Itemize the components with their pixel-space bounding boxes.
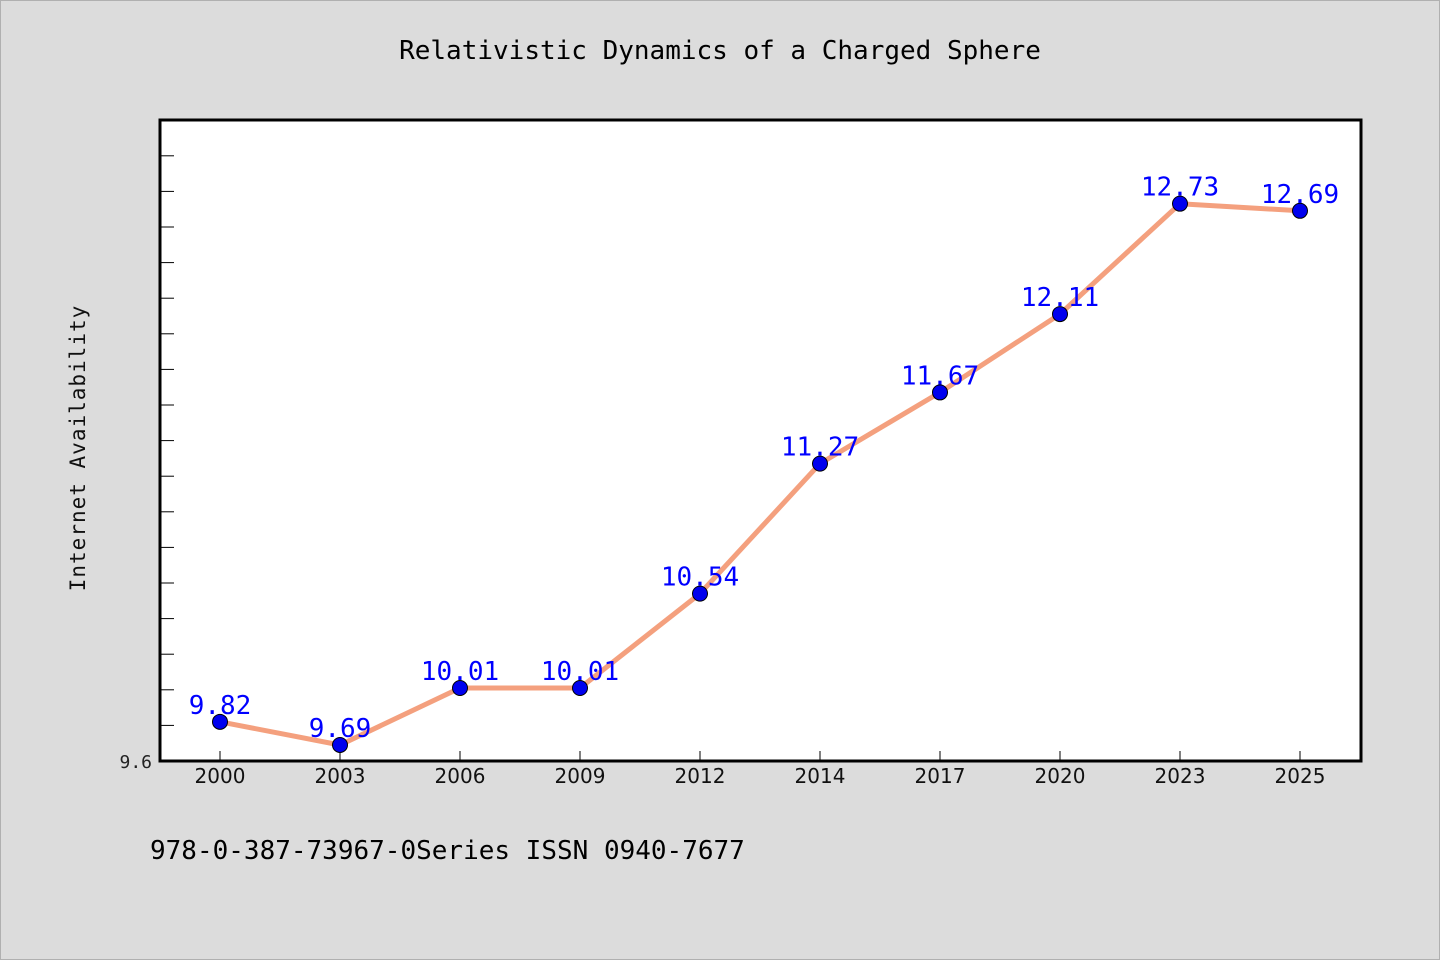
- x-axis-ticks: 2000 2003 2006 2009 2012 2014 2017 2020 2023 2025: [195, 751, 1326, 788]
- data-label: 11.67: [901, 361, 979, 391]
- data-label: 10.01: [421, 657, 499, 687]
- y-axis-ticks: 9.6: [119, 155, 174, 773]
- x-tick-label: 2000: [195, 764, 246, 788]
- series-line: [217, 201, 1303, 748]
- data-label: 12.69: [1261, 180, 1339, 210]
- data-point: [932, 384, 948, 401]
- data-point: [212, 713, 228, 730]
- data-point: [812, 455, 828, 472]
- data-label: 12.11: [1021, 283, 1099, 313]
- data-label: 9.82: [189, 691, 252, 721]
- x-tick-label: 2014: [795, 764, 846, 788]
- x-tick-label: 2009: [555, 764, 606, 788]
- x-tick-label: 2025: [1275, 764, 1326, 788]
- x-tick-label: 2017: [915, 764, 966, 788]
- y-tick-label: 9.6: [119, 752, 152, 773]
- series-markers: [212, 195, 1308, 753]
- footer-isbn-text: 978-0-387-73967-0Series ISSN 0940-7677: [150, 836, 745, 866]
- x-tick-label: 2003: [315, 764, 366, 788]
- data-point: [1052, 306, 1068, 323]
- data-label: 11.27: [781, 433, 859, 463]
- data-labels: 9.82 9.69 10.01 10.01 10.54 11.27 11.67 12.11 12…: [189, 173, 1339, 744]
- data-point: [1292, 202, 1308, 219]
- plot-area: [158, 118, 1363, 763]
- x-tick-label: 2023: [1155, 764, 1206, 788]
- data-label: 10.54: [661, 563, 739, 593]
- data-point: [692, 585, 708, 602]
- data-label: 10.01: [541, 657, 619, 687]
- x-tick-label: 2006: [435, 764, 486, 788]
- x-tick-label: 2012: [675, 764, 726, 788]
- chart-title: Relativistic Dynamics of a Charged Spher…: [399, 36, 1041, 66]
- data-label: 12.73: [1141, 173, 1219, 203]
- data-point: [572, 679, 588, 696]
- data-point: [452, 679, 468, 696]
- data-point: [1172, 195, 1188, 212]
- x-tick-label: 2020: [1035, 764, 1086, 788]
- series-polyline: [217, 201, 1303, 748]
- data-label: 9.69: [309, 714, 372, 744]
- data-point: [332, 736, 348, 753]
